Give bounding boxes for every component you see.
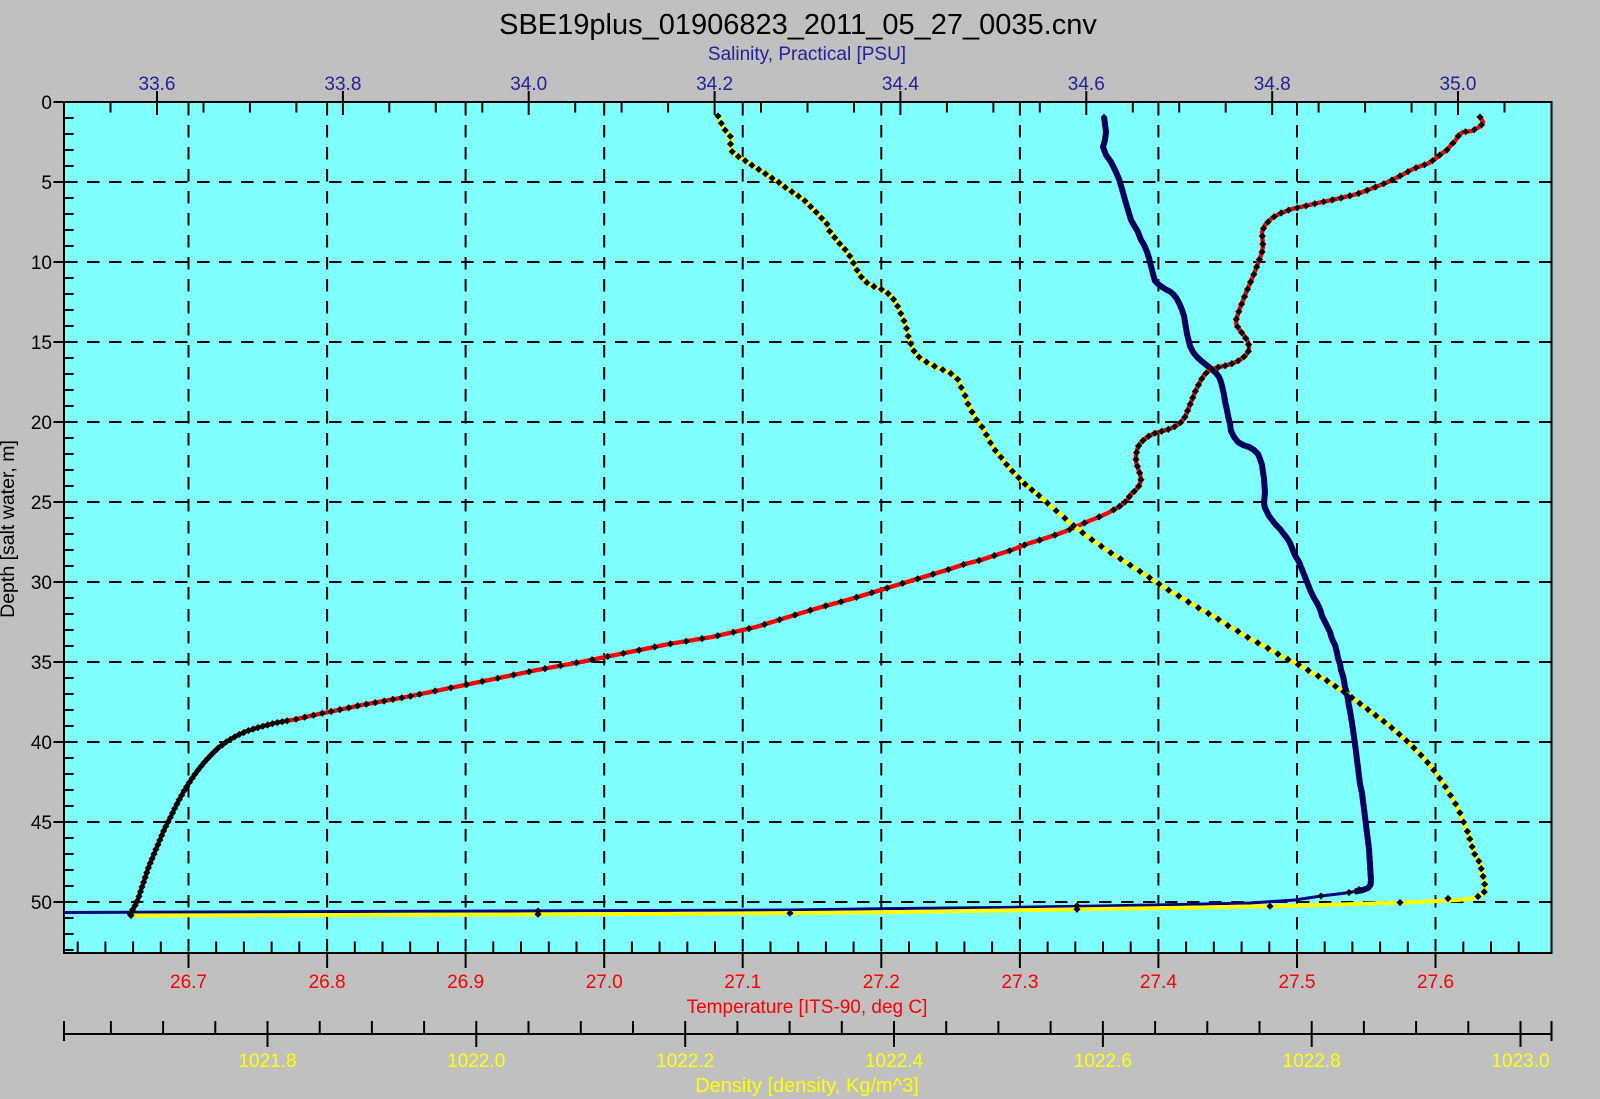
svg-text:27.1: 27.1 bbox=[724, 972, 761, 993]
svg-text:10: 10 bbox=[31, 253, 52, 274]
svg-text:27.2: 27.2 bbox=[863, 972, 900, 993]
svg-text:26.7: 26.7 bbox=[170, 972, 207, 993]
svg-text:1022.4: 1022.4 bbox=[865, 1051, 924, 1072]
svg-text:1022.0: 1022.0 bbox=[447, 1051, 505, 1072]
svg-text:1023.0: 1023.0 bbox=[1491, 1051, 1549, 1072]
svg-text:33.8: 33.8 bbox=[324, 74, 361, 95]
svg-text:15: 15 bbox=[31, 333, 52, 354]
svg-text:27.6: 27.6 bbox=[1417, 972, 1454, 993]
svg-text:40: 40 bbox=[31, 733, 52, 754]
svg-text:1022.6: 1022.6 bbox=[1074, 1051, 1132, 1072]
svg-text:50: 50 bbox=[31, 893, 52, 914]
svg-text:27.3: 27.3 bbox=[1001, 972, 1038, 993]
svg-text:SBE19plus_01906823_2011_05_27_: SBE19plus_01906823_2011_05_27_0035.cnv bbox=[499, 9, 1097, 41]
svg-text:26.8: 26.8 bbox=[309, 972, 346, 993]
svg-text:34.2: 34.2 bbox=[696, 74, 733, 95]
svg-text:35.0: 35.0 bbox=[1440, 74, 1477, 95]
svg-text:34.6: 34.6 bbox=[1068, 74, 1105, 95]
svg-text:27.0: 27.0 bbox=[586, 972, 623, 993]
svg-text:Temperature [ITS-90, deg C]: Temperature [ITS-90, deg C] bbox=[687, 997, 928, 1018]
svg-text:1022.8: 1022.8 bbox=[1283, 1051, 1341, 1072]
svg-text:20: 20 bbox=[31, 413, 52, 434]
svg-text:27.5: 27.5 bbox=[1279, 972, 1316, 993]
svg-text:30: 30 bbox=[31, 573, 52, 594]
svg-text:34.8: 34.8 bbox=[1254, 74, 1291, 95]
svg-text:34.0: 34.0 bbox=[510, 74, 547, 95]
svg-text:34.4: 34.4 bbox=[882, 74, 919, 95]
svg-text:1021.8: 1021.8 bbox=[238, 1051, 296, 1072]
svg-text:26.9: 26.9 bbox=[447, 972, 484, 993]
svg-text:0: 0 bbox=[41, 93, 52, 114]
svg-text:35: 35 bbox=[31, 653, 52, 674]
svg-text:25: 25 bbox=[31, 493, 52, 514]
svg-text:5: 5 bbox=[41, 173, 52, 194]
svg-text:45: 45 bbox=[31, 813, 52, 834]
svg-text:27.4: 27.4 bbox=[1140, 972, 1177, 993]
svg-text:Salinity, Practical [PSU]: Salinity, Practical [PSU] bbox=[708, 44, 906, 65]
svg-text:33.6: 33.6 bbox=[139, 74, 176, 95]
svg-text:Depth [salt water, m]: Depth [salt water, m] bbox=[0, 440, 19, 618]
svg-text:Density [density, Kg/m^3]: Density [density, Kg/m^3] bbox=[695, 1075, 919, 1097]
svg-text:1022.2: 1022.2 bbox=[656, 1051, 714, 1072]
